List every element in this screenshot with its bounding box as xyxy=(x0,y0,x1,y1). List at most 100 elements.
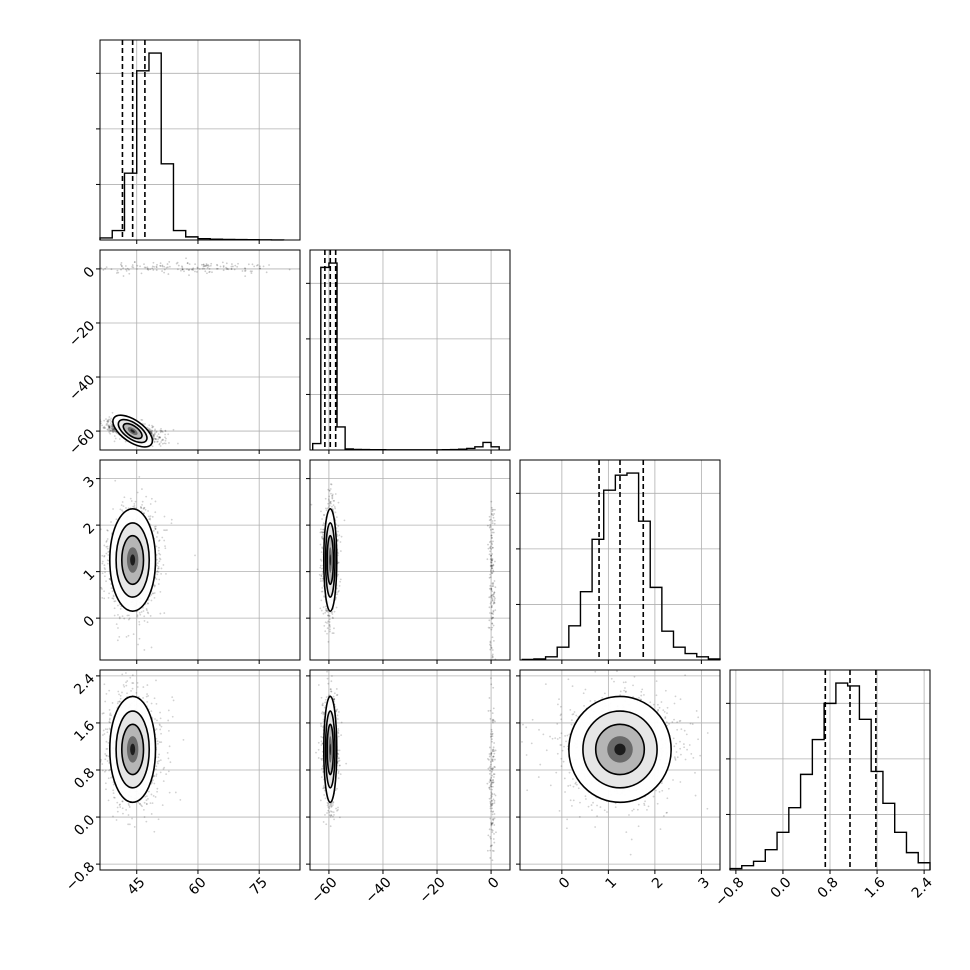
scatter-point xyxy=(120,504,123,507)
scatter-point xyxy=(492,514,495,517)
scatter-point xyxy=(163,766,166,769)
scatter-point xyxy=(144,266,147,269)
scatter-point xyxy=(151,445,154,448)
scatter-point xyxy=(109,428,111,431)
scatter-point xyxy=(133,506,136,509)
scatter-point xyxy=(196,568,199,571)
scatter-point xyxy=(491,510,494,513)
scatter-point xyxy=(326,622,328,624)
scatter-point xyxy=(110,521,112,523)
scatter-point xyxy=(491,622,494,625)
scatter-point xyxy=(167,433,170,436)
histogram-panel-3 xyxy=(726,670,931,870)
scatter-point xyxy=(141,488,143,490)
scatter-point xyxy=(152,433,155,436)
scatter-point xyxy=(108,426,111,428)
scatter-point xyxy=(320,510,322,513)
scatter-point xyxy=(154,528,157,531)
scatter-point xyxy=(153,592,156,594)
scatter-point xyxy=(208,270,211,273)
scatter-point xyxy=(148,424,151,427)
scatter-point xyxy=(268,264,270,266)
scatter-point xyxy=(491,593,494,596)
scatter-point xyxy=(150,430,153,433)
scatter-point xyxy=(154,438,157,440)
scatter-point xyxy=(219,265,222,268)
scatter-point xyxy=(335,516,338,519)
scatter-point xyxy=(320,590,323,593)
scatter-point xyxy=(108,416,111,418)
scatter-point xyxy=(109,422,112,425)
scatter-point xyxy=(490,506,493,509)
scatter-point xyxy=(334,511,337,514)
scatter-point xyxy=(488,541,491,543)
scatter-point xyxy=(332,617,334,620)
scatter-point xyxy=(143,506,146,509)
scatter-point xyxy=(327,614,329,617)
density-contour xyxy=(130,554,136,566)
scatter-point xyxy=(215,267,218,270)
scatter-point xyxy=(160,573,163,575)
scatter-point xyxy=(143,266,146,269)
scatter-point xyxy=(322,531,325,534)
scatter-point xyxy=(321,590,324,593)
scatter-point xyxy=(328,618,331,621)
scatter-point xyxy=(338,585,341,587)
scatter-point xyxy=(169,761,172,764)
scatter-point xyxy=(101,424,103,427)
scatter-point xyxy=(490,557,493,560)
scatter-point xyxy=(226,268,228,271)
scatter-point xyxy=(161,265,164,268)
scatter-point xyxy=(118,617,121,620)
scatter-point xyxy=(155,269,158,271)
scatter-point xyxy=(146,693,148,695)
scatter-point xyxy=(186,268,188,271)
scatter-point xyxy=(489,641,492,644)
scatter-point xyxy=(343,519,346,522)
scatter-point xyxy=(154,525,157,528)
scatter-point xyxy=(322,533,324,536)
scatter-point xyxy=(166,263,169,265)
scatter-point xyxy=(490,554,493,557)
scatter-point xyxy=(127,618,130,621)
scatter-point xyxy=(146,609,148,612)
scatter-point xyxy=(163,612,166,614)
scatter-point xyxy=(340,535,343,538)
scatter-point xyxy=(106,545,109,548)
scatter-point xyxy=(148,429,151,431)
scatter-point xyxy=(103,567,106,569)
scatter-point xyxy=(164,545,166,548)
scatter-point xyxy=(136,614,139,617)
scatter-point xyxy=(111,597,114,600)
scatter-point xyxy=(146,268,149,270)
scatter-point xyxy=(125,268,127,271)
scatter-point xyxy=(244,269,247,272)
scatter-point xyxy=(487,547,490,550)
scatter-point xyxy=(113,614,116,617)
scatter-point xyxy=(160,441,162,443)
scatter-point xyxy=(136,686,139,688)
scatter-point xyxy=(262,265,265,268)
scatter-point xyxy=(148,427,150,430)
scatter-point xyxy=(490,534,493,537)
scatter-point xyxy=(149,802,152,805)
scatter-point xyxy=(158,546,160,549)
scatter-point xyxy=(156,558,158,561)
scatter-point xyxy=(109,419,112,421)
scatter-point xyxy=(113,435,116,437)
scatter-point xyxy=(320,559,323,562)
scatter-point xyxy=(105,754,108,757)
scatter-point xyxy=(133,261,136,263)
scatter-point xyxy=(127,802,130,805)
scatter-point xyxy=(494,586,497,589)
scatter-point xyxy=(493,580,496,582)
scatter-point xyxy=(490,564,493,567)
scatter-point xyxy=(320,531,323,533)
scatter-point xyxy=(493,602,495,604)
scatter-point xyxy=(108,430,111,432)
scatter-point xyxy=(143,620,146,622)
scatter-point xyxy=(132,505,135,508)
scatter-point xyxy=(156,573,159,576)
scatter-point xyxy=(490,570,492,573)
scatter-point xyxy=(121,501,124,503)
